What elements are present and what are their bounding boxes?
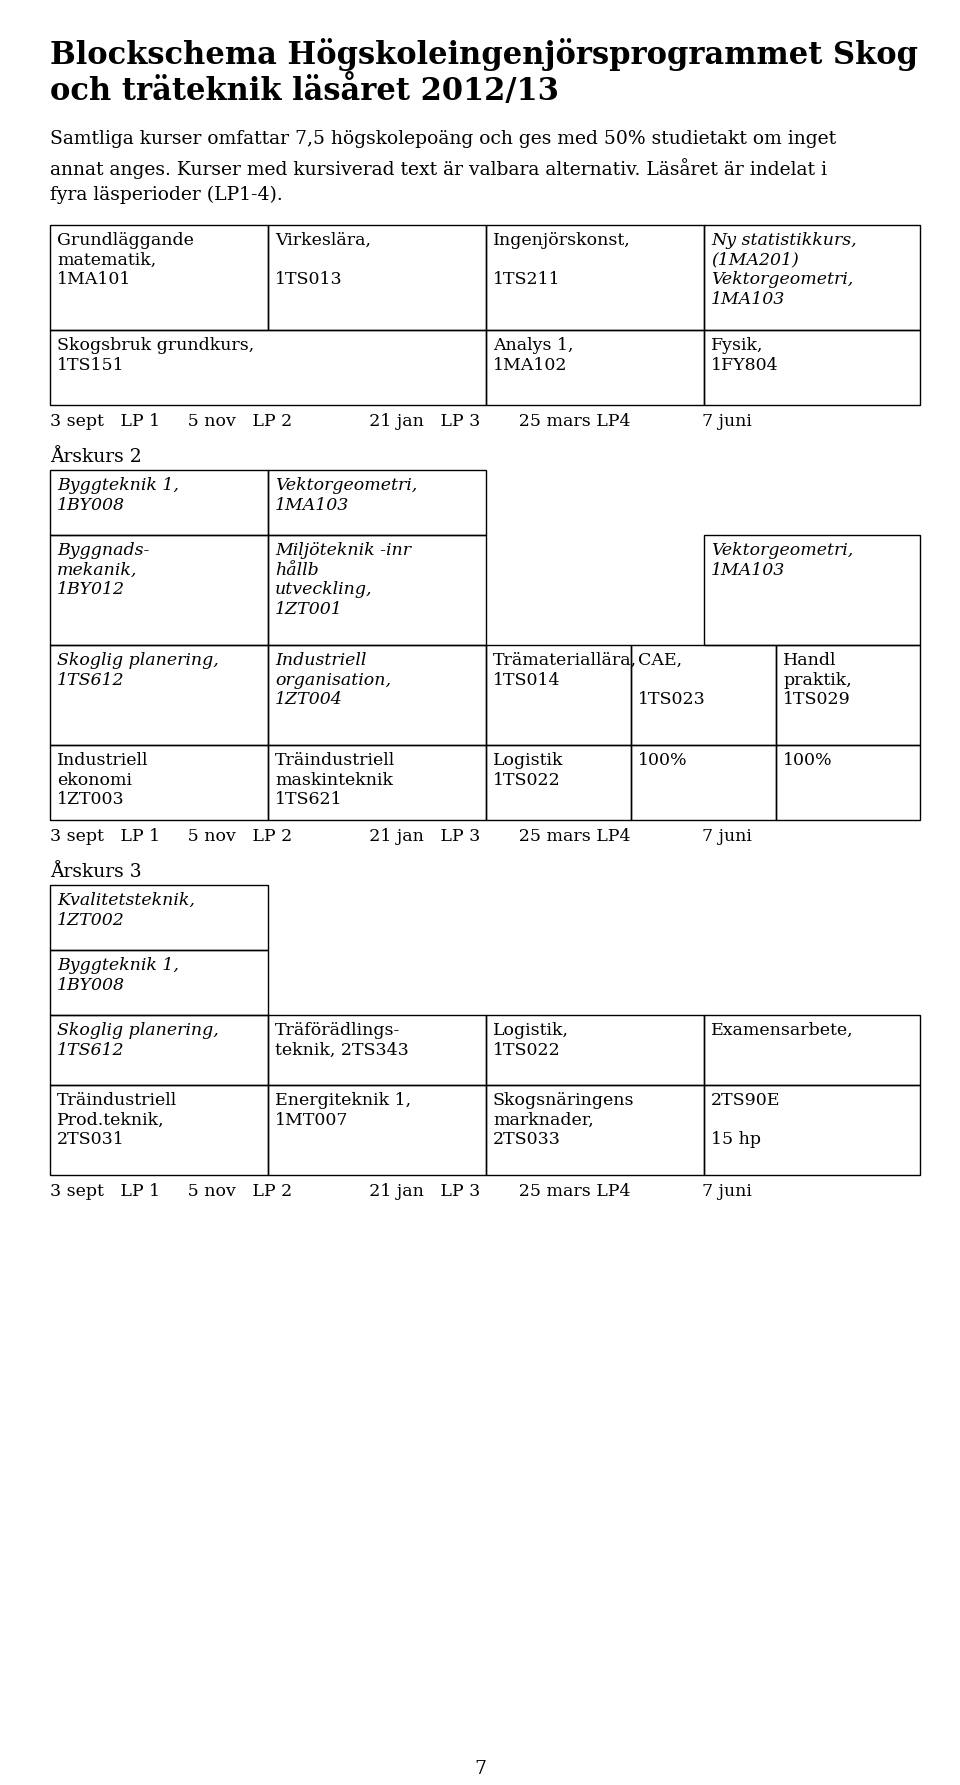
Bar: [631, 644, 776, 744]
Bar: [268, 469, 486, 536]
Text: Miljöteknik -inr
hållb
utveckling,
1ZT001: Miljöteknik -inr hållb utveckling, 1ZT00…: [275, 543, 411, 618]
Bar: [704, 330, 920, 405]
Text: Skoglig planering,
1TS612: Skoglig planering, 1TS612: [57, 1023, 219, 1059]
Bar: [50, 744, 268, 819]
Text: Samtliga kurser omfattar 7,5 högskolepoäng och ges med 50% studietakt om inget: Samtliga kurser omfattar 7,5 högskolepoä…: [50, 130, 836, 148]
Text: Industriell
ekonomi
1ZT003: Industriell ekonomi 1ZT003: [57, 751, 149, 809]
Text: Årskurs 3: Årskurs 3: [50, 862, 142, 882]
Bar: [486, 744, 631, 819]
Bar: [776, 644, 920, 744]
Bar: [268, 644, 486, 744]
Bar: [50, 469, 268, 536]
Bar: [50, 1016, 268, 1085]
Text: Industriell
organisation,
1ZT004: Industriell organisation, 1ZT004: [275, 652, 391, 709]
Text: Träförädlings-
teknik, 2TS343: Träförädlings- teknik, 2TS343: [275, 1023, 409, 1059]
Bar: [704, 225, 920, 330]
Text: fyra läsperioder (LP1-4).: fyra läsperioder (LP1-4).: [50, 186, 283, 203]
Text: Trämateriallära,
1TS014: Trämateriallära, 1TS014: [493, 652, 637, 689]
Text: Analys 1,
1MA102: Analys 1, 1MA102: [493, 337, 573, 373]
Text: Kvalitetsteknik,
1ZT002: Kvalitetsteknik, 1ZT002: [57, 892, 195, 928]
Text: 3 sept   LP 1     5 nov   LP 2              21 jan   LP 3       25 mars LP4     : 3 sept LP 1 5 nov LP 2 21 jan LP 3 25 ma…: [50, 1183, 752, 1200]
Bar: [268, 744, 486, 819]
Bar: [50, 885, 268, 950]
Text: Blockschema Högskoleingenjörsprogrammet Skog: Blockschema Högskoleingenjörsprogrammet …: [50, 37, 918, 71]
Text: Virkeslära,

1TS013: Virkeslära, 1TS013: [275, 232, 371, 287]
Bar: [486, 225, 704, 330]
Text: Vektorgeometri,
1MA103: Vektorgeometri, 1MA103: [275, 477, 418, 514]
Bar: [268, 1016, 486, 1085]
Text: Ny statistikkurs,
(1MA201)
Vektorgeometri,
1MA103: Ny statistikkurs, (1MA201) Vektorgeometr…: [711, 232, 856, 307]
Text: annat anges. Kurser med kursiverad text är valbara alternativ. Läsåret är indela: annat anges. Kurser med kursiverad text …: [50, 159, 827, 178]
Bar: [50, 330, 486, 405]
Text: Träindustriell
maskinteknik
1TS621: Träindustriell maskinteknik 1TS621: [275, 751, 396, 809]
Bar: [268, 536, 486, 644]
Bar: [268, 225, 486, 330]
Text: Byggnads-
mekanik,
1BY012: Byggnads- mekanik, 1BY012: [57, 543, 150, 598]
Text: Energiteknik 1,
1MT007: Energiteknik 1, 1MT007: [275, 1092, 411, 1128]
Bar: [50, 950, 268, 1016]
Bar: [486, 330, 704, 405]
Text: 2TS90E

15 hp: 2TS90E 15 hp: [711, 1092, 780, 1148]
Text: 3 sept   LP 1     5 nov   LP 2              21 jan   LP 3       25 mars LP4     : 3 sept LP 1 5 nov LP 2 21 jan LP 3 25 ma…: [50, 828, 752, 844]
Text: Examensarbete,: Examensarbete,: [711, 1023, 853, 1039]
Text: 100%: 100%: [638, 751, 687, 769]
Bar: [50, 644, 268, 744]
Bar: [704, 536, 920, 644]
Bar: [704, 1016, 920, 1085]
Bar: [50, 536, 268, 644]
Bar: [268, 1085, 486, 1175]
Text: Byggteknik 1,
1BY008: Byggteknik 1, 1BY008: [57, 957, 179, 994]
Text: 3 sept   LP 1     5 nov   LP 2              21 jan   LP 3       25 mars LP4     : 3 sept LP 1 5 nov LP 2 21 jan LP 3 25 ma…: [50, 412, 752, 430]
Text: 100%: 100%: [783, 751, 832, 769]
Text: Skogsnäringens
marknader,
2TS033: Skogsnäringens marknader, 2TS033: [493, 1092, 635, 1148]
Bar: [631, 744, 776, 819]
Text: och träteknik läsåret 2012/13: och träteknik läsåret 2012/13: [50, 75, 559, 107]
Text: Skoglig planering,
1TS612: Skoglig planering, 1TS612: [57, 652, 219, 689]
Bar: [50, 225, 268, 330]
Text: CAE,

1TS023: CAE, 1TS023: [638, 652, 706, 709]
Text: Årskurs 2: Årskurs 2: [50, 448, 142, 466]
Bar: [776, 744, 920, 819]
Text: Vektorgeometri,
1MA103: Vektorgeometri, 1MA103: [711, 543, 853, 578]
Text: 7: 7: [474, 1760, 486, 1778]
Bar: [486, 1016, 704, 1085]
Text: Ingenjörskonst,

1TS211: Ingenjörskonst, 1TS211: [493, 232, 631, 287]
Text: Byggteknik 1,
1BY008: Byggteknik 1, 1BY008: [57, 477, 179, 514]
Bar: [486, 644, 631, 744]
Text: Träindustriell
Prod.teknik,
2TS031: Träindustriell Prod.teknik, 2TS031: [57, 1092, 178, 1148]
Text: Logistik,
1TS022: Logistik, 1TS022: [493, 1023, 569, 1059]
Text: Logistik
1TS022: Logistik 1TS022: [493, 751, 564, 789]
Text: Grundläggande
matematik,
1MA101: Grundläggande matematik, 1MA101: [57, 232, 194, 287]
Bar: [486, 1085, 704, 1175]
Bar: [704, 1085, 920, 1175]
Bar: [50, 1085, 268, 1175]
Text: Handl
praktik,
1TS029: Handl praktik, 1TS029: [783, 652, 852, 709]
Text: Fysik,
1FY804: Fysik, 1FY804: [711, 337, 779, 373]
Text: Skogsbruk grundkurs,
1TS151: Skogsbruk grundkurs, 1TS151: [57, 337, 254, 373]
